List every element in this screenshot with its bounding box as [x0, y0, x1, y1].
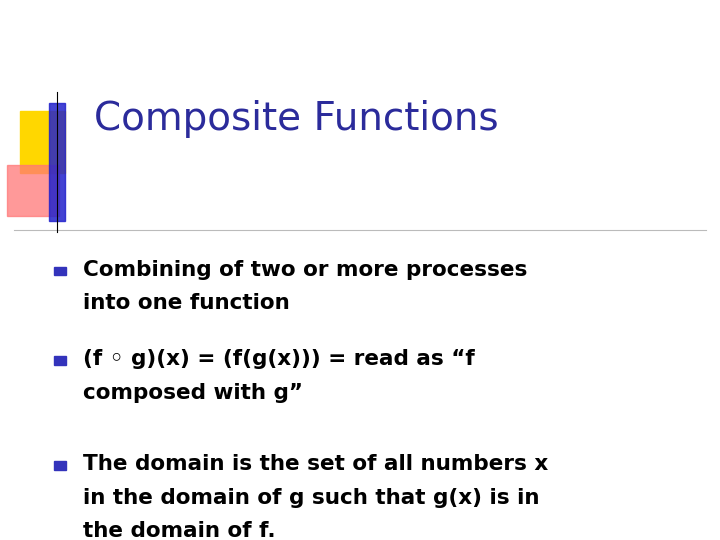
Text: into one function: into one function: [83, 293, 289, 314]
Bar: [54, 461, 66, 470]
Text: The domain is the set of all numbers x: The domain is the set of all numbers x: [83, 454, 548, 475]
Bar: [7, 165, 59, 216]
Bar: [49, 103, 65, 221]
Bar: [54, 267, 66, 275]
Text: the domain of f.: the domain of f.: [83, 521, 276, 540]
Text: Combining of two or more processes: Combining of two or more processes: [83, 260, 527, 280]
Text: (f ◦ g)(x) = (f(g(x))) = read as “f: (f ◦ g)(x) = (f(g(x))) = read as “f: [83, 349, 474, 369]
Bar: [54, 356, 66, 364]
Text: in the domain of g such that g(x) is in: in the domain of g such that g(x) is in: [83, 488, 539, 508]
Text: Composite Functions: Composite Functions: [94, 100, 498, 138]
Text: composed with g”: composed with g”: [83, 382, 303, 403]
Bar: [20, 111, 65, 173]
